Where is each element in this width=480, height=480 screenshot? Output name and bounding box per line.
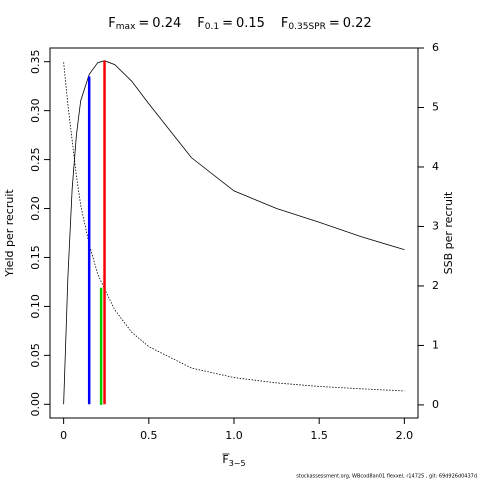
y2-tick-label: 2 [432,279,439,292]
title-subscript: 0.35SPR [288,22,325,32]
y-tick-label: 0.20 [29,196,42,221]
y-tick-label: 0.00 [29,392,42,417]
y-axis-label: Yield per recruit [3,189,16,278]
title-equals: = [138,16,149,31]
x-axis-label: F3−5 [222,453,245,468]
ssb-curve [63,62,405,392]
x-tick-label: 2.0 [396,429,414,442]
title-symbol: F [197,16,204,31]
title-symbol: F [108,16,115,31]
y2-tick-label: 5 [432,100,439,113]
x-tick-label: 1.0 [225,429,243,442]
y-tick-label: 0.15 [29,245,42,270]
y-tick-label: 0.10 [29,294,42,319]
x-tick-label: 0 [60,429,67,442]
x-tick-label: 1.5 [310,429,328,442]
y2-tick-label: 4 [432,160,439,173]
title-subscript: 0.1 [205,22,219,32]
title-equals: = [222,16,233,31]
title-equals: = [329,16,340,31]
x-tick-label: 0.5 [140,429,158,442]
y2-tick-label: 0 [432,398,439,411]
y-tick-label: 0.30 [29,98,42,123]
y-tick-label: 0.05 [29,343,42,368]
title-value: 0.24 [152,16,181,31]
y2-tick-label: 3 [432,219,439,232]
title-value: 0.22 [343,16,372,31]
x-label-subscript: 3−5 [229,459,246,468]
y2-tick-label: 6 [432,41,439,54]
x-label-symbol: F [222,453,228,466]
y-tick-label: 0.25 [29,147,42,172]
footnote: stockassessment.org, WBcod8an01 flexxel,… [296,474,477,480]
chart-title: Fmax = 0.24 F0.1 = 0.15 F0.35SPR = 0.22 [108,16,371,32]
y-tick-label: 0.35 [29,49,42,74]
title-subscript: max [116,22,136,32]
title-value: 0.15 [236,16,265,31]
yield-curve [63,60,405,405]
y2-tick-label: 1 [432,338,439,351]
title-symbol: F [281,16,288,31]
y2-axis-label: SSB per recruit [442,191,455,274]
